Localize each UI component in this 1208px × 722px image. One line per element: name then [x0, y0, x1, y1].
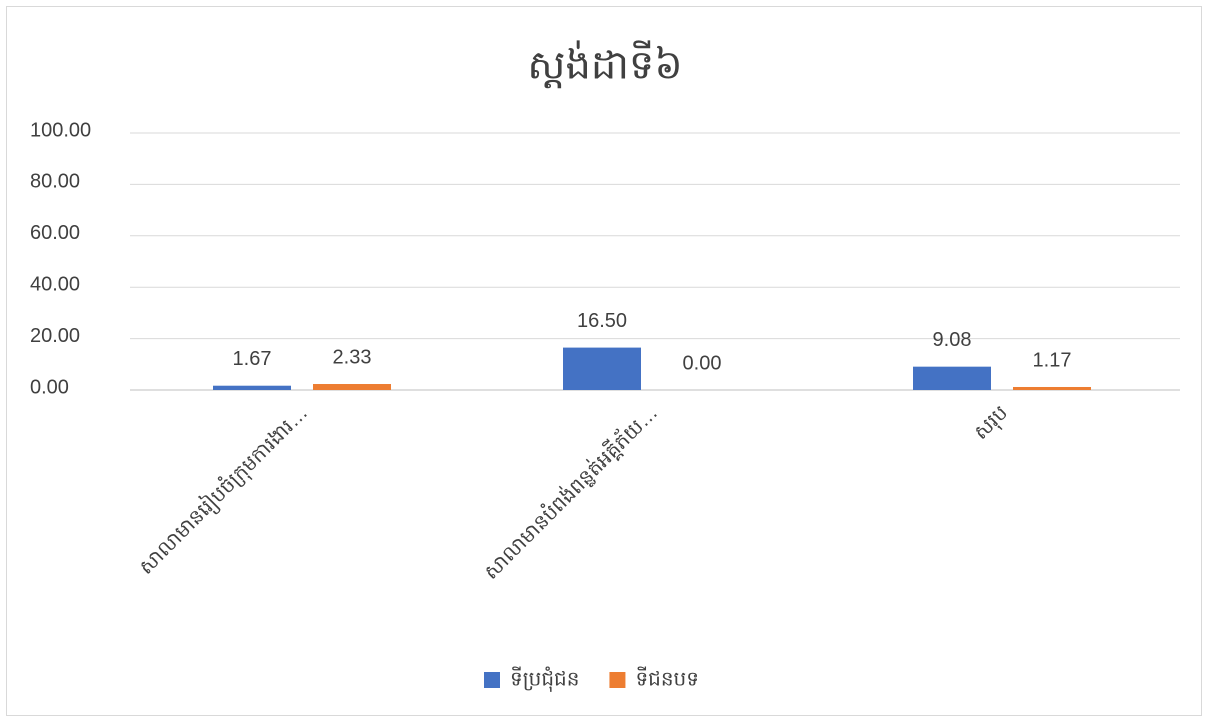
bar [313, 384, 391, 390]
data-label: 16.50 [577, 310, 627, 332]
bar [1013, 386, 1091, 390]
y-tick-label: 80.00 [30, 171, 80, 193]
y-tick-label: 40.00 [30, 273, 80, 295]
y-tick-label: 0.00 [30, 376, 69, 398]
data-label: 2.33 [333, 346, 372, 368]
y-tick-label: 20.00 [30, 325, 80, 347]
bar [913, 366, 991, 390]
data-label: 1.67 [233, 348, 272, 370]
legend-label: ទីប្រជុំជន [510, 665, 579, 692]
chart-title: ស្តង់ដាទី៦ [527, 40, 682, 89]
legend-swatch [609, 672, 626, 688]
y-tick-label: 60.00 [30, 222, 80, 244]
bar [563, 347, 641, 390]
bar [213, 385, 291, 390]
y-tick-label: 100.00 [30, 119, 91, 141]
data-label: 1.17 [1033, 349, 1072, 371]
legend-swatch [484, 672, 500, 688]
data-label: 9.08 [933, 329, 972, 351]
data-label: 0.00 [683, 352, 722, 374]
legend-label: ទីជនបទ [635, 665, 698, 690]
